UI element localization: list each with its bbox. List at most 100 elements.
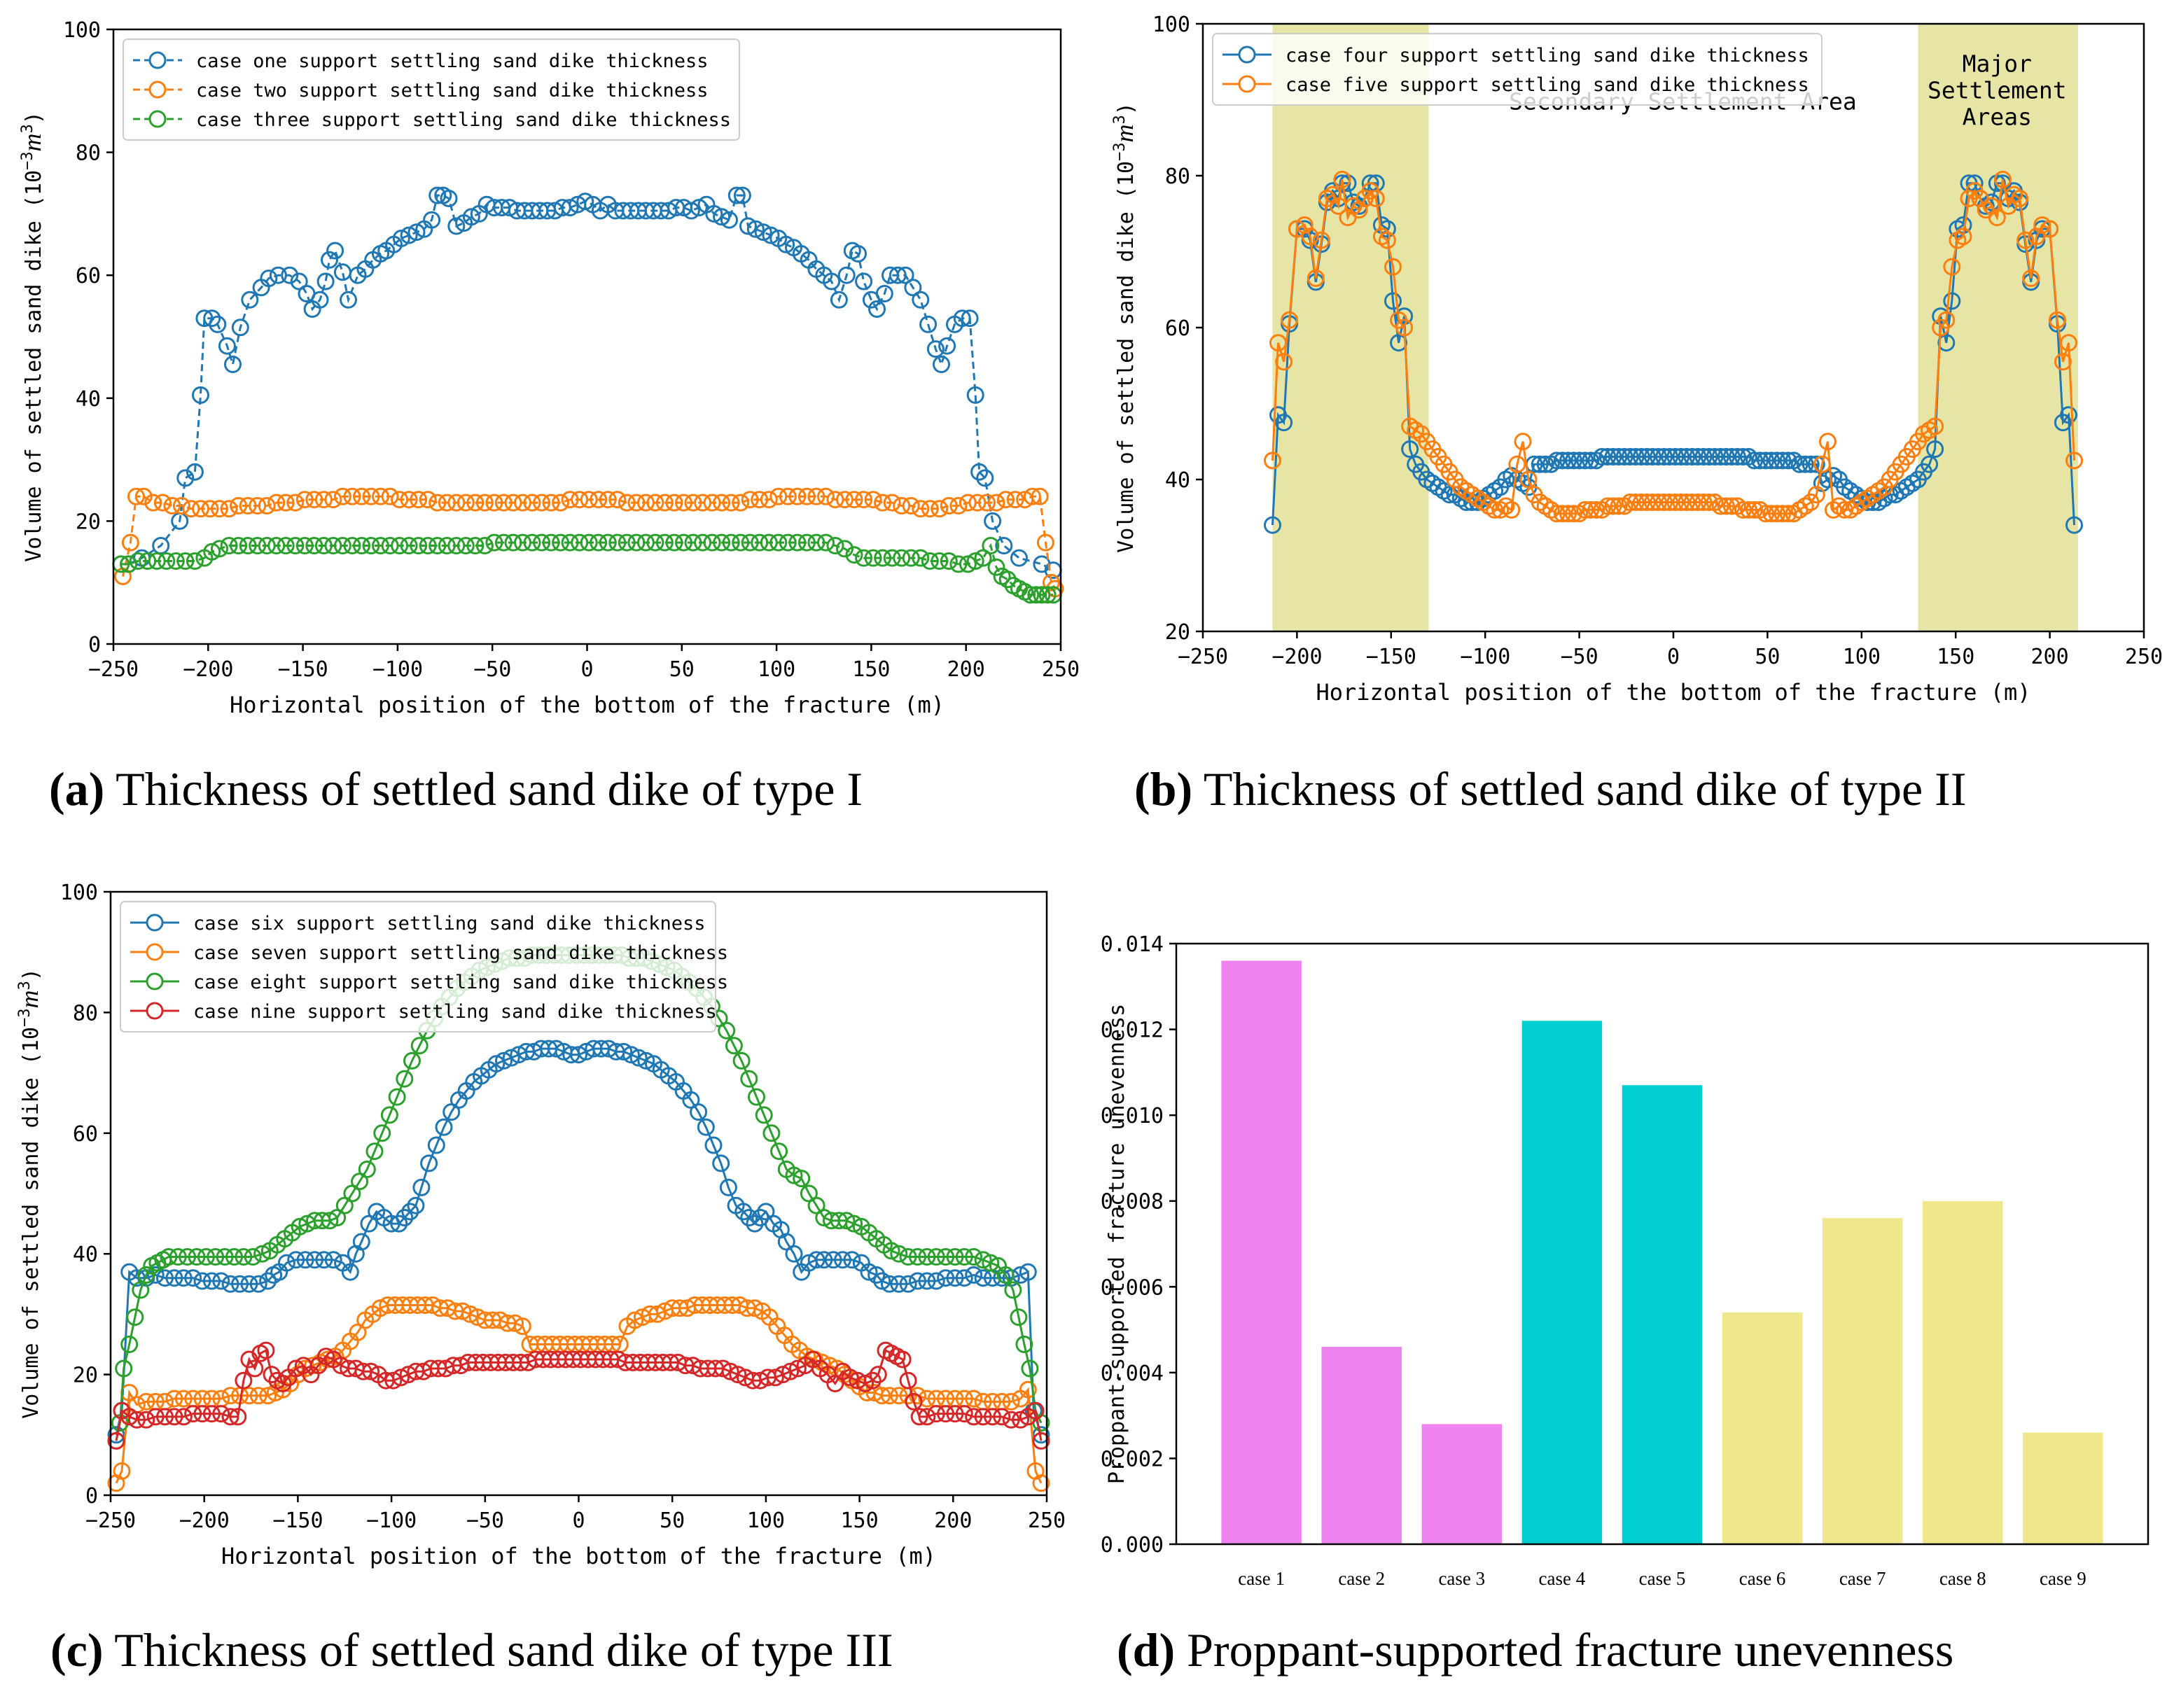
data-point (864, 491, 882, 509)
panel-a: −250 −200 −150 −100 −50 0 50 100 150 200 250 0 20 40 6… (18, 18, 1080, 816)
y-axis-label-part: ) (1114, 102, 1138, 115)
data-point (1722, 448, 1741, 465)
data-point (461, 1305, 479, 1323)
data-point (1666, 448, 1685, 465)
x-tick-label: 100 (1843, 645, 1881, 669)
data-point (968, 493, 987, 512)
y-tick-label: 100 (60, 881, 98, 905)
x-tick-label: −100 (1460, 645, 1510, 669)
data-point (396, 1070, 414, 1088)
y-tick-label: 0 (85, 1484, 98, 1508)
data-point (845, 491, 863, 509)
data-point (953, 309, 971, 328)
data-point (547, 1040, 565, 1058)
data-point (868, 300, 886, 318)
data-point (231, 1275, 249, 1293)
data-point (570, 1046, 587, 1064)
x-tick-label: case 8 (1939, 1568, 1986, 1589)
data-point (259, 1387, 277, 1405)
data-point (1655, 448, 1673, 465)
data-point (343, 487, 361, 505)
data-point (454, 1302, 472, 1320)
bar (2023, 1432, 2103, 1544)
x-tick-label: −100 (372, 657, 423, 682)
data-point (675, 533, 692, 552)
x-tick-label: −50 (466, 1508, 504, 1533)
data-point (352, 1233, 370, 1251)
data-point (993, 1408, 1011, 1426)
data-point (321, 1212, 339, 1230)
figure-caption: (d) Proppant-supported fracture unevenne… (1117, 1623, 1953, 1676)
data-point (608, 533, 627, 552)
data-point (1661, 448, 1679, 465)
data-point (863, 1371, 882, 1390)
data-point (933, 356, 950, 373)
data-point (1762, 505, 1781, 523)
data-point (1621, 448, 1639, 465)
data-point (909, 1272, 926, 1290)
annotation: Areas (1963, 103, 2032, 130)
y-tick-label: 0.000 (1101, 1533, 1164, 1558)
data-point (257, 1341, 275, 1359)
data-point (1395, 318, 1414, 337)
data-point (1010, 1308, 1028, 1326)
x-tick-label: 150 (1937, 645, 1974, 669)
data-point (1587, 500, 1605, 519)
data-point (403, 1051, 421, 1070)
data-point (713, 1359, 732, 1378)
data-point (127, 1410, 146, 1429)
data-point (890, 1387, 908, 1405)
data-point (1027, 586, 1045, 604)
data-point (718, 1021, 736, 1040)
data-point (1022, 586, 1040, 604)
data-point (211, 540, 228, 558)
data-point (542, 493, 560, 512)
data-point (269, 266, 287, 284)
data-point (1807, 455, 1825, 473)
data-point (1768, 451, 1786, 470)
data-point (1536, 455, 1554, 473)
data-point (733, 186, 751, 204)
data-point (751, 491, 769, 509)
caption-letter: (b) (1134, 762, 1192, 816)
data-point (267, 493, 286, 512)
data-point (314, 537, 333, 554)
data-point (1638, 493, 1656, 511)
data-point (1390, 334, 1408, 352)
data-point (769, 533, 788, 552)
data-point (843, 1251, 861, 1269)
data-point (267, 537, 286, 554)
data-point (1638, 448, 1656, 465)
data-point (703, 533, 721, 552)
data-point (902, 549, 920, 567)
data-point (239, 497, 257, 514)
legend-marker (1238, 75, 1256, 93)
data-point (235, 1248, 253, 1266)
data-point (1036, 533, 1054, 552)
panel-c: −250 −200 −150 −100 −50 0 50 100 150 200 250 0 20 40 6… (15, 881, 1066, 1676)
caption-text: Thickness of settled sand dike of type I (104, 762, 863, 816)
data-point (627, 533, 646, 552)
data-point (211, 500, 228, 518)
data-point (1531, 455, 1549, 473)
data-point (896, 266, 914, 284)
x-tick-label: 0 (1667, 645, 1680, 669)
legend-box (1212, 33, 1823, 106)
data-point (1728, 448, 1746, 465)
data-point (694, 533, 712, 552)
data-point (169, 1248, 187, 1266)
data-point (179, 1248, 197, 1266)
series-line (115, 1304, 1043, 1484)
y-axis-label: Volume of settled sand dike (10−3m3) (18, 111, 46, 562)
data-point (2048, 311, 2066, 329)
data-point (937, 1248, 955, 1266)
x-tick-label: −100 (366, 1508, 417, 1533)
caption-letter: (a) (49, 762, 104, 816)
data-point (230, 497, 248, 514)
legend-label: case one support settling sand dike thic… (196, 50, 709, 72)
data-point (400, 491, 418, 509)
data-point (2065, 451, 2083, 470)
data-point (146, 1266, 165, 1284)
data-point (824, 1251, 842, 1269)
data-point (740, 1209, 758, 1226)
